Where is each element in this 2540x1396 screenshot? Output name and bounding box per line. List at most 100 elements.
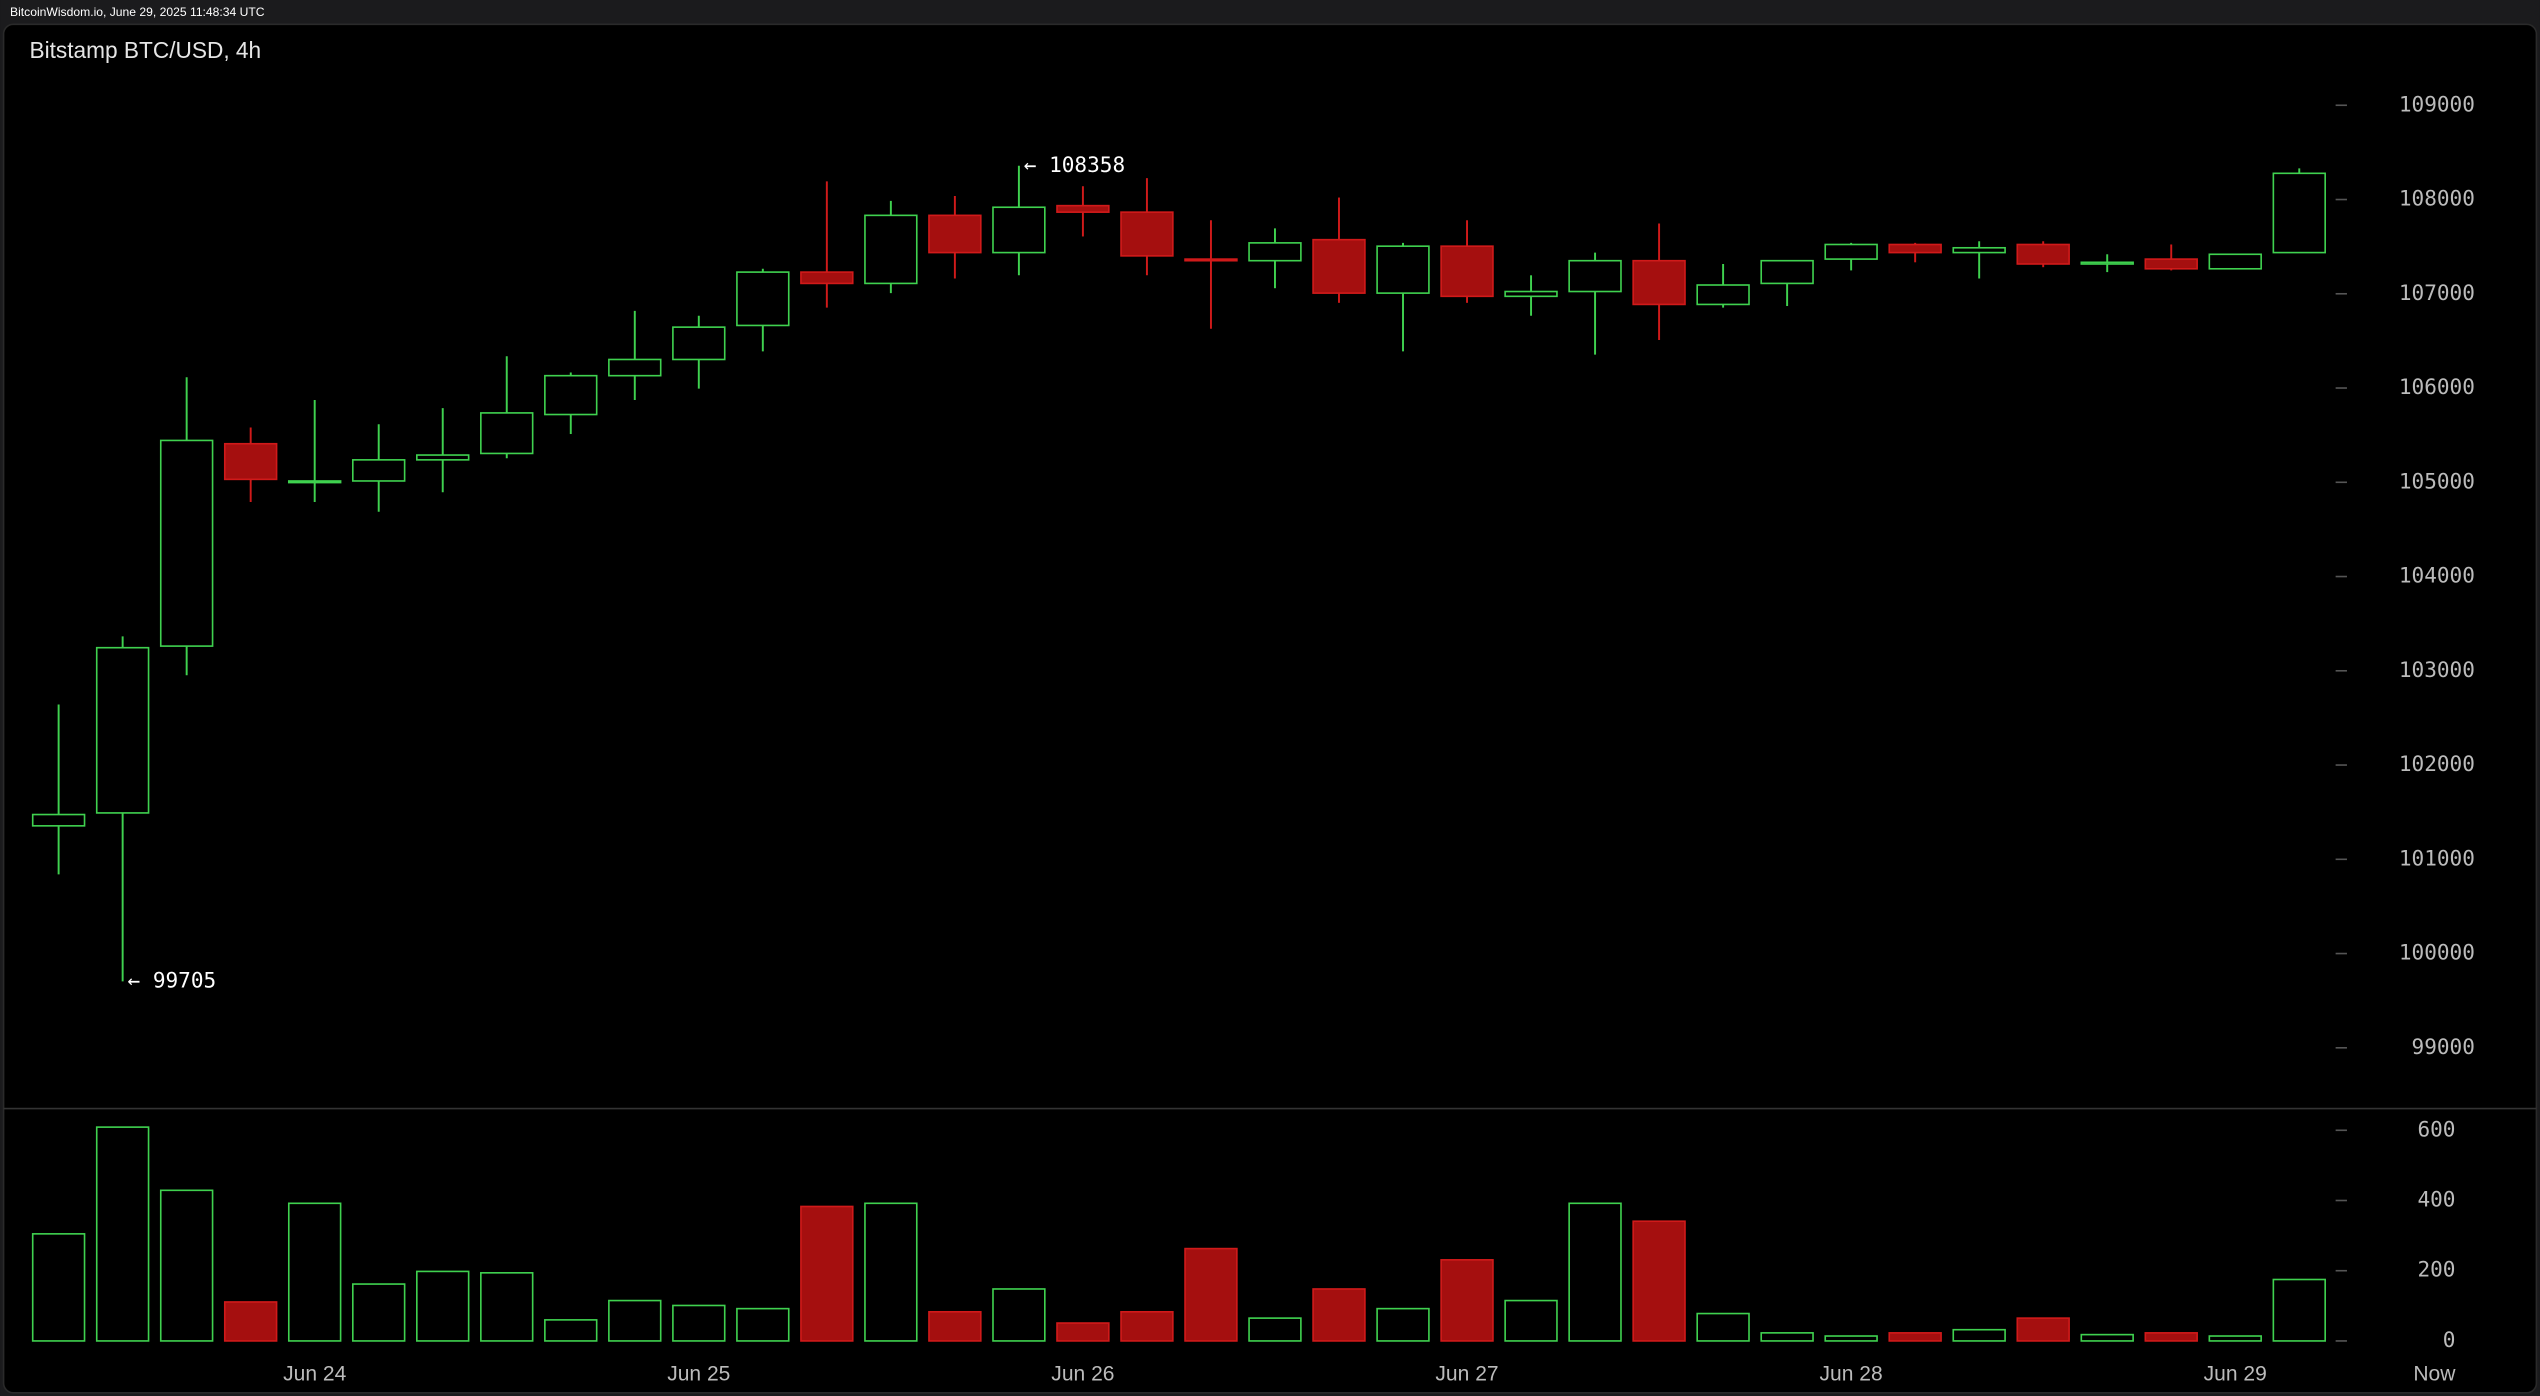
volume-bar — [2016, 1317, 2070, 1342]
volume-bar — [287, 1202, 342, 1342]
x-end-label: Now — [2413, 1363, 2456, 1386]
y-tick-label: 107000 — [2399, 280, 2475, 305]
x-tick-label: Jun 25 — [667, 1363, 730, 1386]
volume-bar — [1568, 1202, 1622, 1342]
volume-bar — [1248, 1317, 1302, 1342]
volume-bar — [2080, 1333, 2134, 1342]
y-tick-label: 101000 — [2399, 845, 2475, 870]
volume-bar — [1696, 1312, 1750, 1342]
volume-bar — [672, 1304, 726, 1342]
volume-tick-label: 200 — [2417, 1257, 2455, 1282]
volume-bar — [1888, 1332, 1942, 1342]
candle-body — [2144, 258, 2198, 270]
volume-bar — [1824, 1335, 1878, 1342]
candle-body — [1248, 242, 1302, 262]
candle-body — [672, 326, 726, 361]
candle-body — [1184, 258, 1238, 262]
x-tick-label: Jun 27 — [1435, 1363, 1498, 1386]
volume-bar — [1760, 1332, 1814, 1342]
volume-bar — [2144, 1332, 2198, 1342]
candle-body — [1120, 211, 1174, 257]
candle-body — [1632, 259, 1686, 306]
volume-bar — [1120, 1310, 1174, 1342]
y-tick-label: 100000 — [2399, 940, 2475, 965]
high-annotation: ← 108358 — [1024, 152, 1125, 177]
volume-bar — [864, 1202, 918, 1342]
y-tick-label: 103000 — [2399, 657, 2475, 682]
volume-bar — [31, 1233, 86, 1342]
volume-bar — [416, 1270, 470, 1342]
candle-body — [2016, 243, 2070, 265]
y-tick-label: 106000 — [2399, 374, 2475, 399]
volume-bar — [351, 1283, 406, 1342]
candle-body — [1376, 245, 1430, 294]
volume-bar — [159, 1189, 214, 1342]
candle-body — [95, 646, 150, 814]
candle-body — [544, 374, 598, 416]
volume-bar — [1952, 1328, 2006, 1342]
y-tick-label: 105000 — [2399, 468, 2475, 493]
candle-body — [736, 271, 790, 327]
candle-body — [1824, 243, 1878, 260]
volume-tick-label: 600 — [2417, 1116, 2455, 1141]
low-annotation: ← 99705 — [127, 967, 216, 992]
candle-body — [992, 206, 1046, 254]
candle-body — [1504, 290, 1558, 298]
volume-bar — [1504, 1299, 1558, 1342]
candle-body — [287, 480, 342, 484]
volume-bar — [1312, 1288, 1366, 1342]
candle-body — [2080, 261, 2134, 265]
volume-bar — [1632, 1220, 1686, 1342]
volume-bar — [95, 1126, 150, 1342]
volume-bar — [544, 1319, 598, 1342]
volume-bar — [223, 1301, 278, 1342]
volume-bar — [2272, 1278, 2326, 1342]
candle-body — [1056, 204, 1110, 213]
candle-body — [928, 214, 982, 254]
volume-bar — [2208, 1335, 2262, 1342]
volume-bar — [736, 1307, 790, 1342]
candle-body — [223, 442, 278, 481]
candle-body — [1440, 245, 1494, 298]
volume-bar — [1184, 1247, 1238, 1342]
y-tick-label: 102000 — [2399, 751, 2475, 776]
candle-body — [31, 813, 86, 827]
volume-bar — [992, 1288, 1046, 1342]
y-tick-label: 99000 — [2412, 1034, 2475, 1059]
x-tick-label: Jun 26 — [1051, 1363, 1114, 1386]
chart-title: Bitstamp BTC/USD, 4h — [29, 37, 261, 63]
candle-body — [1888, 243, 1942, 254]
volume-bar — [1056, 1322, 1110, 1342]
candle-body — [1696, 284, 1750, 306]
y-tick-label: 108000 — [2399, 186, 2475, 211]
x-tick-label: Jun 28 — [1820, 1363, 1883, 1386]
candle-body — [351, 459, 406, 482]
volume-tick-label: 0 — [2443, 1327, 2456, 1352]
header-text: BitcoinWisdom.io, June 29, 2025 11:48:34… — [10, 5, 265, 19]
y-tick-label: 104000 — [2399, 563, 2475, 588]
chart-panel — [2, 23, 2538, 1394]
candle-body — [2272, 172, 2326, 254]
candle-body — [608, 358, 662, 377]
candle-body — [2208, 253, 2262, 270]
candle-body — [416, 454, 470, 461]
candle-body — [1760, 259, 1814, 285]
volume-bar — [608, 1299, 662, 1342]
candle-body — [1952, 246, 2006, 254]
volume-tick-label: 400 — [2417, 1186, 2455, 1211]
candle-body — [800, 271, 854, 285]
volume-bar — [928, 1310, 982, 1342]
y-tick-label: 109000 — [2399, 91, 2475, 116]
candle-body — [864, 214, 918, 285]
volume-bar — [800, 1205, 854, 1342]
candle-body — [480, 412, 534, 455]
candle-body — [1312, 238, 1366, 294]
volume-bar — [1376, 1307, 1430, 1342]
x-tick-label: Jun 24 — [283, 1363, 346, 1386]
x-tick-label: Jun 29 — [2204, 1363, 2267, 1386]
volume-bar — [480, 1272, 534, 1342]
candle-body — [1568, 259, 1622, 293]
volume-bar — [1440, 1259, 1494, 1342]
